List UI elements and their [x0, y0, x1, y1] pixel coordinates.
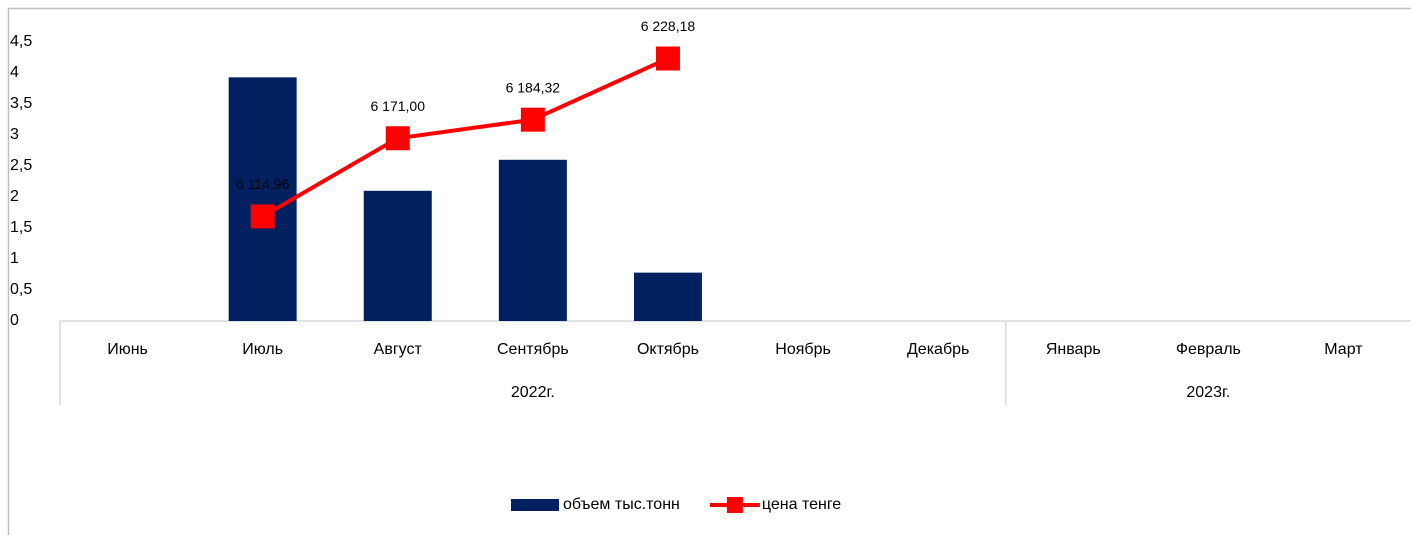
- x-tick-label: Январь: [1046, 341, 1101, 358]
- y-tick-label: 1,5: [10, 219, 32, 236]
- x-tick-label: Июнь: [107, 341, 148, 358]
- group-label: 2022г.: [511, 384, 555, 401]
- line: [261, 56, 669, 219]
- group-label: 2023г.: [1186, 384, 1230, 401]
- legend-swatch: [511, 499, 559, 511]
- y-tick-label: 1: [10, 250, 19, 267]
- data-label: 6 228,18: [641, 18, 696, 34]
- marker: [385, 126, 410, 151]
- bar: [228, 77, 297, 321]
- x-tick-label: Октябрь: [637, 341, 699, 358]
- marker: [520, 107, 545, 132]
- legend-label: цена тенге: [762, 496, 841, 513]
- y-tick-label: 4,5: [10, 33, 32, 50]
- x-tick-label: Ноябрь: [775, 341, 831, 358]
- y-tick-label: 0: [10, 312, 19, 329]
- bar: [498, 159, 567, 321]
- x-tick-label: Февраль: [1176, 341, 1241, 358]
- x-tick-label: Июль: [242, 341, 283, 358]
- bar: [363, 190, 432, 321]
- y-tick-label: 3: [10, 126, 19, 143]
- data-label: 6 114,96: [236, 176, 290, 192]
- bar: [633, 272, 702, 321]
- y-tick-label: 2: [10, 188, 19, 205]
- marker: [655, 46, 680, 71]
- y-tick-label: 0,5: [10, 281, 32, 298]
- legend-marker: [726, 497, 743, 513]
- y-tick-label: 3,5: [10, 95, 32, 112]
- y-tick-label: 4: [10, 64, 19, 81]
- x-tick-label: Декабрь: [907, 341, 969, 358]
- chart-frame: [7, 7, 1411, 535]
- y-tick-label: 2,5: [10, 157, 32, 174]
- marker: [250, 204, 275, 229]
- data-label: 6 184,32: [506, 79, 561, 95]
- x-tick-label: Август: [374, 341, 423, 358]
- data-label: 6 171,00: [371, 98, 426, 114]
- x-tick-label: Сентябрь: [497, 341, 569, 358]
- x-tick-label: Март: [1324, 341, 1363, 358]
- legend-label: объем тыс.тонн: [563, 496, 680, 513]
